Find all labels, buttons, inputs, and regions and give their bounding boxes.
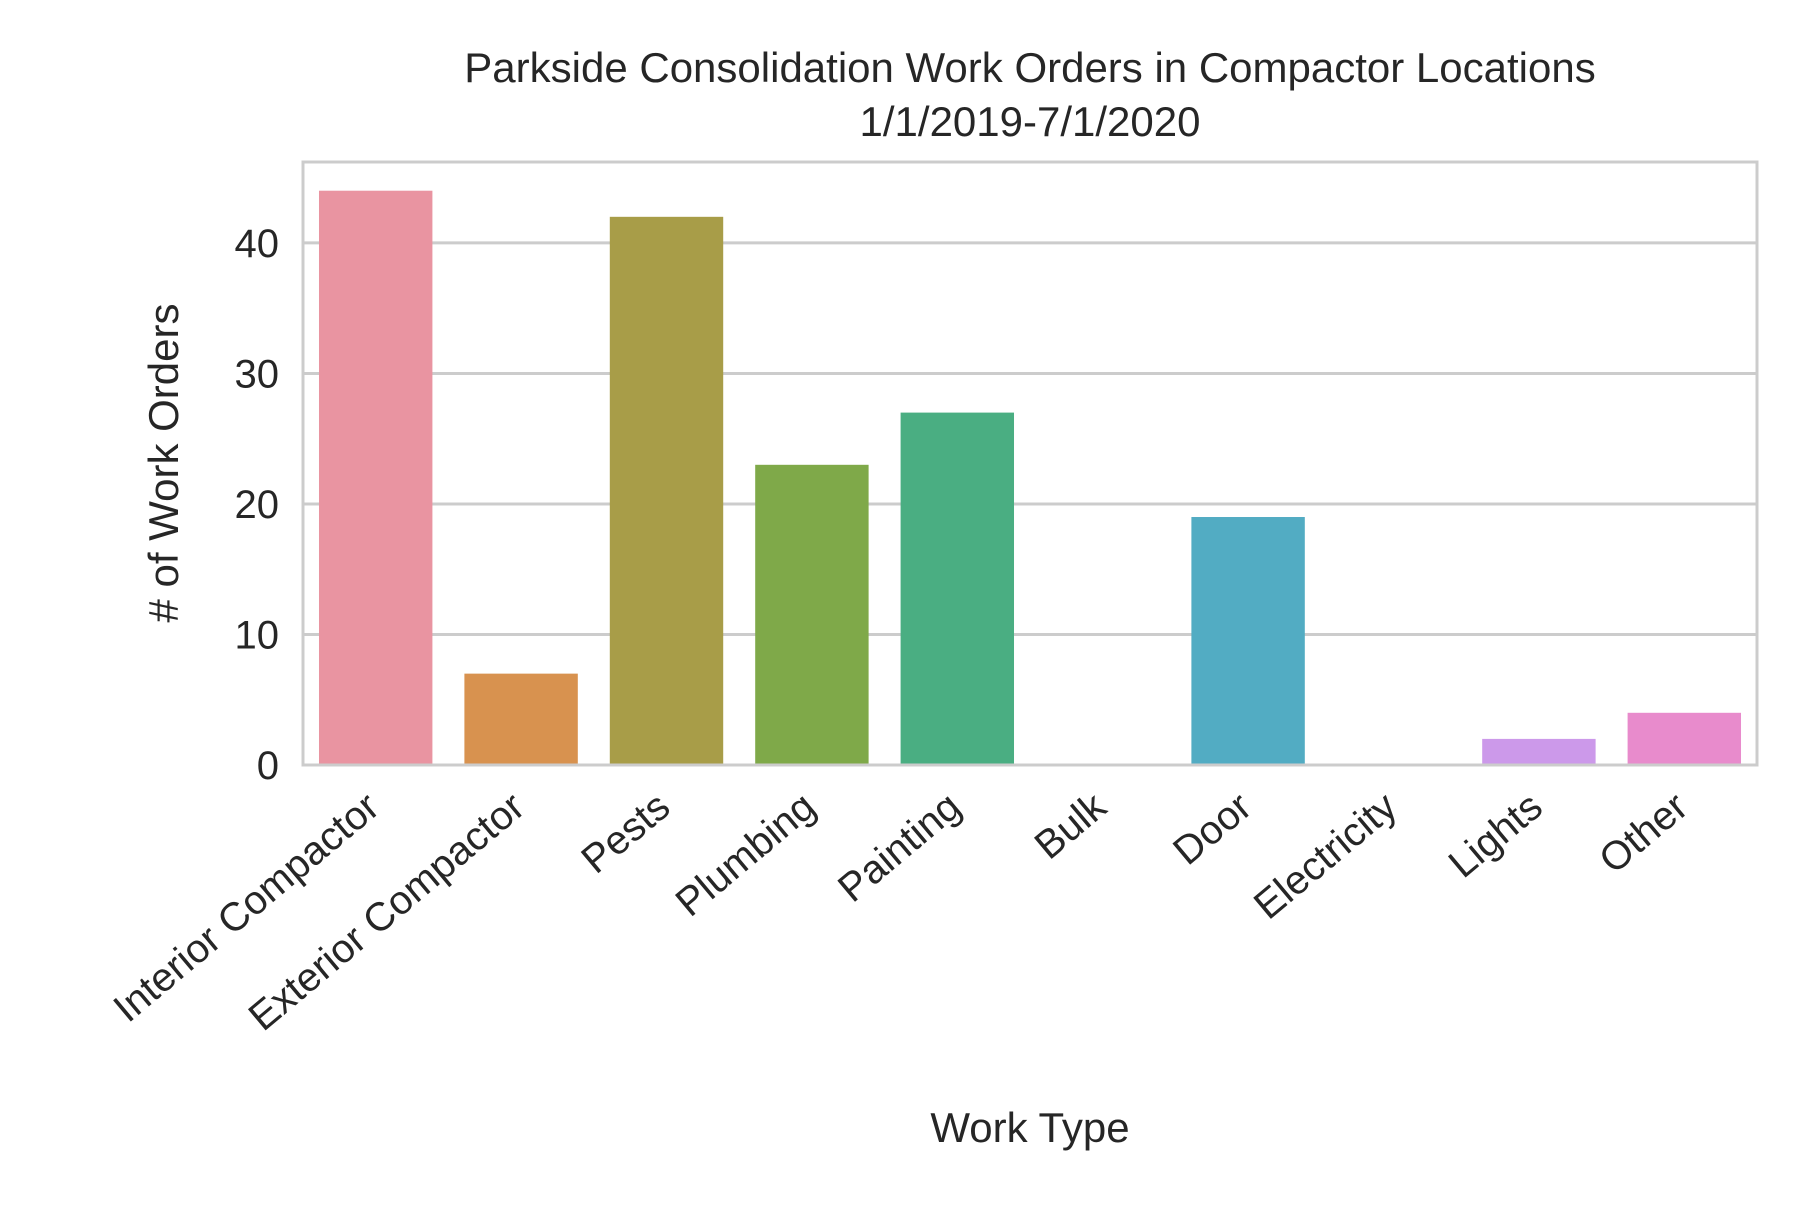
x-tick-label: Interior Compactor <box>105 784 387 1031</box>
chart-title-line-2: 1/1/2019-7/1/2020 <box>860 98 1201 145</box>
bar-lights <box>1482 738 1596 765</box>
bar-door <box>1191 517 1305 765</box>
x-tick-label: Lights <box>1441 784 1551 886</box>
y-tick-label: 20 <box>235 483 280 527</box>
x-tick-label: Electricity <box>1246 784 1405 928</box>
x-tick-label: Exterior Compactor <box>241 784 533 1039</box>
bars <box>318 190 1742 765</box>
y-tick-label: 10 <box>235 613 280 657</box>
bar-other <box>1627 712 1742 765</box>
bar-pests <box>609 216 724 765</box>
x-tick-label: Other <box>1591 784 1696 882</box>
y-tick-label: 30 <box>235 352 280 396</box>
y-tick-label: 0 <box>257 744 279 788</box>
chart-title-line-1: Parkside Consolidation Work Orders in Co… <box>464 44 1595 91</box>
bar-interior-compactor <box>318 190 433 765</box>
y-tick-labels: 0 10 20 30 40 <box>235 222 280 788</box>
x-tick-label: Painting <box>830 784 969 911</box>
bar-painting <box>900 412 1015 765</box>
y-axis-label: # of Work Orders <box>140 304 187 623</box>
x-tick-label: Pests <box>573 784 678 882</box>
plot-frame <box>301 160 1759 767</box>
x-axis-label: Work Type <box>930 1104 1129 1151</box>
bar-plumbing <box>755 464 869 765</box>
y-tick-label: 40 <box>235 222 280 266</box>
bar-exterior-compactor <box>464 673 578 765</box>
grid-lines <box>303 241 1757 636</box>
x-tick-label: Plumbing <box>668 784 824 925</box>
x-tick-label: Bulk <box>1027 784 1116 868</box>
x-tick-label: Door <box>1165 784 1260 873</box>
